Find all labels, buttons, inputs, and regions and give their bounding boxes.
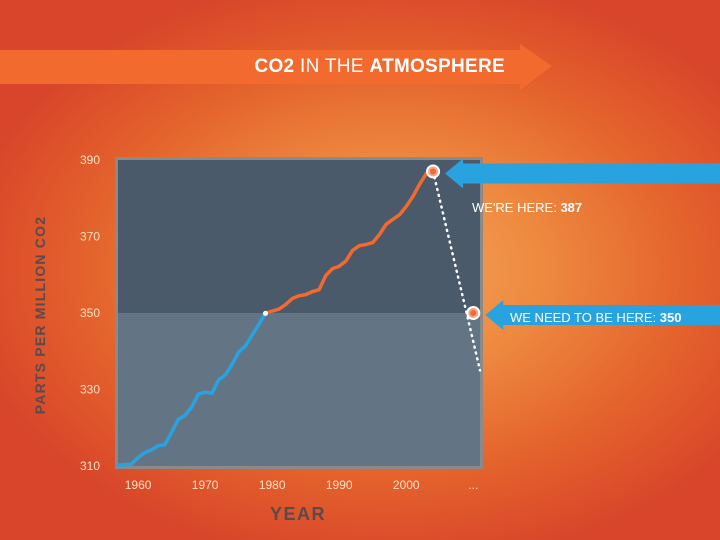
callout-target-arrow	[485, 300, 720, 330]
series-junction-dot	[262, 310, 268, 316]
series-line-blue	[116, 311, 268, 467]
callout-target: WE NEED TO BE HERE: 350	[510, 307, 681, 329]
y-tick-label: 350	[80, 306, 100, 320]
title-banner: CO2 IN THE ATMOSPHERE	[0, 44, 552, 90]
callout-current: WE'RE HERE: 387	[472, 197, 582, 219]
y-tick-label: 390	[80, 153, 100, 167]
x-tick-label: 1970	[192, 478, 219, 492]
plot-area	[115, 157, 483, 469]
title-part-co2: CO2	[254, 56, 295, 77]
point-markers	[426, 164, 481, 320]
x-axis-label: YEAR	[270, 504, 326, 524]
marker-target-core	[470, 310, 477, 316]
callout-shapes	[445, 158, 720, 330]
title-part-middle: IN THE	[294, 56, 370, 77]
y-tick-label: 330	[80, 383, 100, 397]
series-lines	[116, 171, 429, 467]
title-arrow-shape	[0, 44, 552, 90]
x-tick-label: ...	[468, 478, 478, 492]
y-axis-ticks: 310 330 350 370 390	[80, 153, 100, 473]
x-axis-ticks: 1960 1970 1980 1990 2000...	[125, 478, 479, 492]
marker-current-core	[430, 168, 437, 175]
x-tick-label: 1990	[326, 478, 353, 492]
x-tick-label: 1980	[259, 478, 286, 492]
y-axis-label: PARTS PER MILLION CO2	[32, 216, 48, 414]
series-line-orange	[263, 171, 429, 315]
x-tick-label: 2000	[393, 478, 420, 492]
callout-current-arrow	[445, 158, 720, 189]
title-part-atmosphere: ATMOSPHERE	[369, 56, 505, 77]
x-tick-label: 1960	[125, 478, 152, 492]
callout-target-label: WE NEED TO BE HERE:	[510, 310, 660, 325]
callout-target-value: 350	[659, 310, 682, 325]
plot-region-above-threshold	[118, 160, 480, 313]
callout-current-label: WE'RE HERE:	[472, 200, 561, 215]
y-tick-label: 370	[80, 230, 100, 244]
y-tick-label: 310	[80, 459, 100, 473]
chart-title: CO2 IN THE ATMOSPHERE	[0, 44, 505, 90]
plot-region-below-threshold	[118, 313, 480, 466]
callout-current-value: 387	[560, 200, 583, 215]
